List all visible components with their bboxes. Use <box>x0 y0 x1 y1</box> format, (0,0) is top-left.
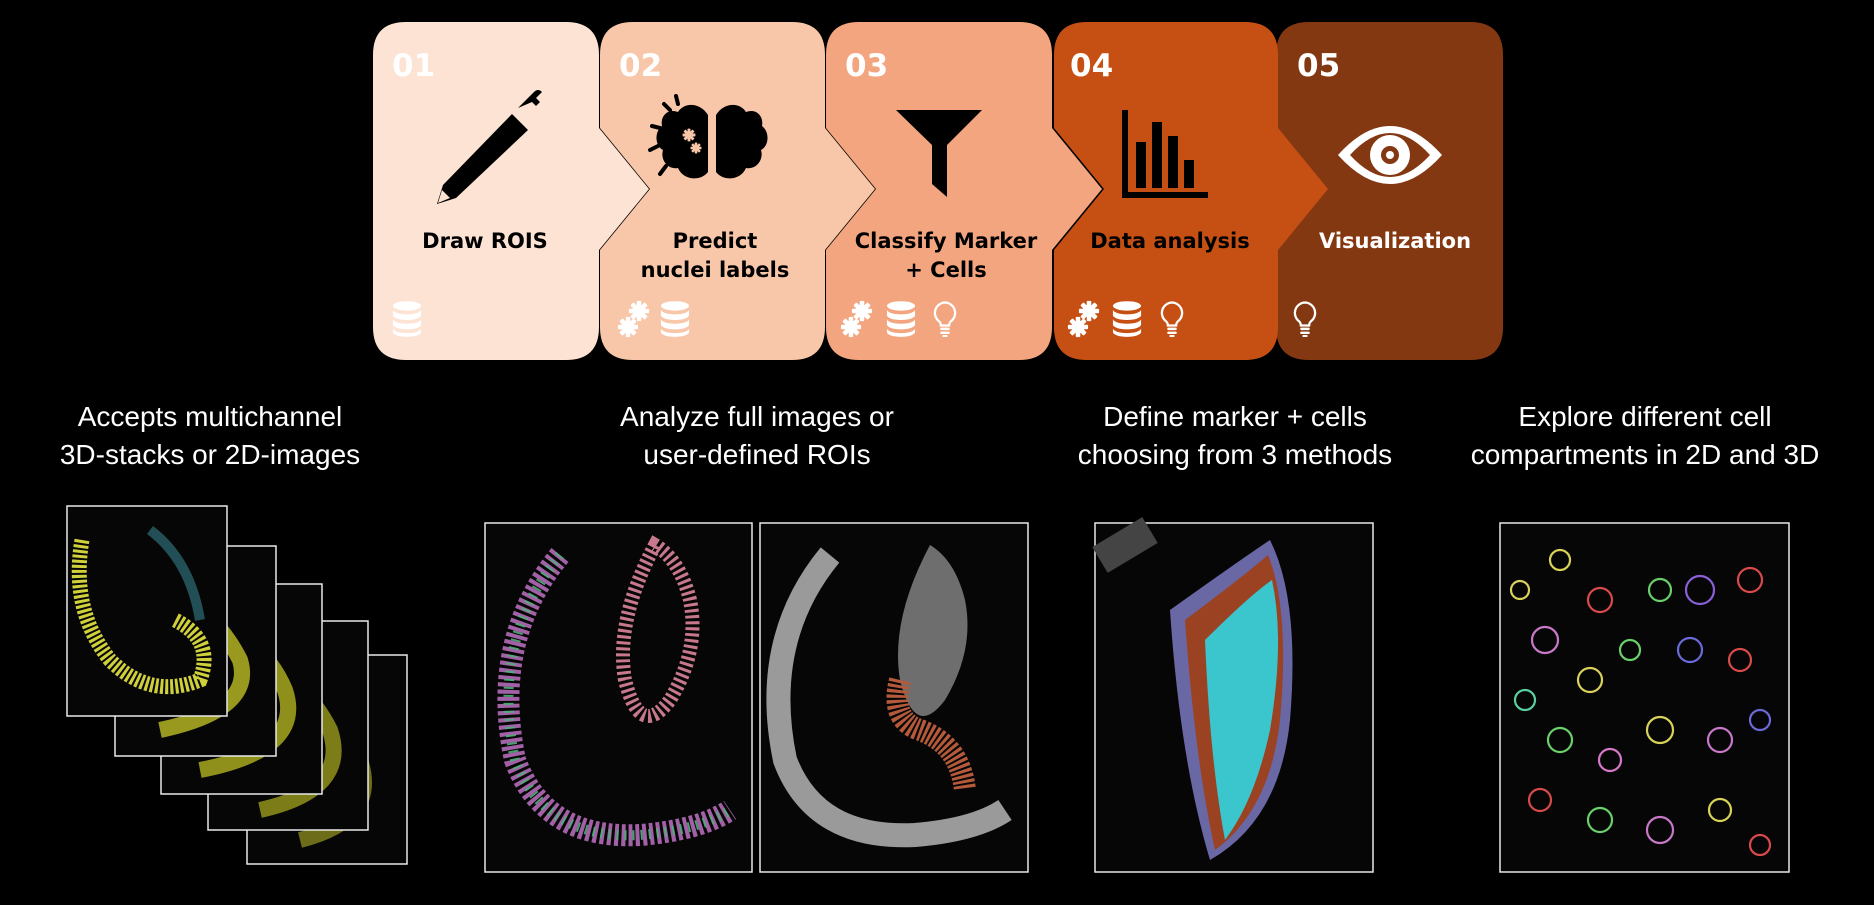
caption-line: 3D-stacks or 2D-images <box>59 439 361 470</box>
image-stack-panel <box>66 505 408 865</box>
step-label: Predict nuclei labels <box>641 229 790 282</box>
step-number: 05 <box>1297 48 1340 84</box>
caption-line: Define marker + cells <box>1103 401 1367 432</box>
roi-panel <box>759 522 1029 873</box>
step-number: 02 <box>619 48 662 84</box>
step-label: Visualization <box>1319 229 1471 253</box>
nuclei-labels-panel <box>484 522 753 873</box>
bar-chart-icon <box>1122 110 1208 198</box>
step-label: Classify Marker + Cells <box>855 229 1038 282</box>
caption-line: Explore different cell <box>1518 401 1772 432</box>
step-number: 03 <box>845 48 888 84</box>
step-shape <box>1276 22 1503 360</box>
caption-analyze: Analyze full images or user-defined ROIs <box>567 398 947 474</box>
step-label: Data analysis <box>1090 229 1250 253</box>
caption-line: Analyze full images or <box>620 401 894 432</box>
step-label: Draw ROIS <box>422 229 548 253</box>
brain-gears-icon <box>648 94 768 179</box>
step-shape <box>826 22 1102 360</box>
caption-explore: Explore different cell compartments in 2… <box>1440 398 1850 474</box>
eye-icon <box>1338 126 1442 184</box>
pencil-icon <box>437 90 542 204</box>
step-02: 02 Predict nuclei labels <box>600 22 875 360</box>
step-03: 03 Classify Marker + Cells <box>826 22 1102 360</box>
caption-define: Define marker + cells choosing from 3 me… <box>1040 398 1430 474</box>
step-shape <box>1054 22 1328 360</box>
stack-slice <box>66 505 228 717</box>
step-number: 04 <box>1070 48 1113 84</box>
step-shape <box>373 22 649 360</box>
funnel-icon <box>896 110 982 197</box>
compartments-panel <box>1499 522 1790 873</box>
step-number: 01 <box>392 48 435 84</box>
caption-input: Accepts multichannel 3D-stacks or 2D-ima… <box>20 398 400 474</box>
step-01: 01 Draw ROIS <box>373 22 649 360</box>
step-05: 05 Visualization <box>1276 22 1503 360</box>
classification-panel <box>1092 517 1374 873</box>
caption-line: Accepts multichannel <box>77 401 343 432</box>
caption-line: user-defined ROIs <box>643 439 871 470</box>
caption-line: compartments in 2D and 3D <box>1470 439 1820 470</box>
caption-line: choosing from 3 methods <box>1077 439 1393 470</box>
step-04: 04 Data analysis <box>1054 22 1328 360</box>
